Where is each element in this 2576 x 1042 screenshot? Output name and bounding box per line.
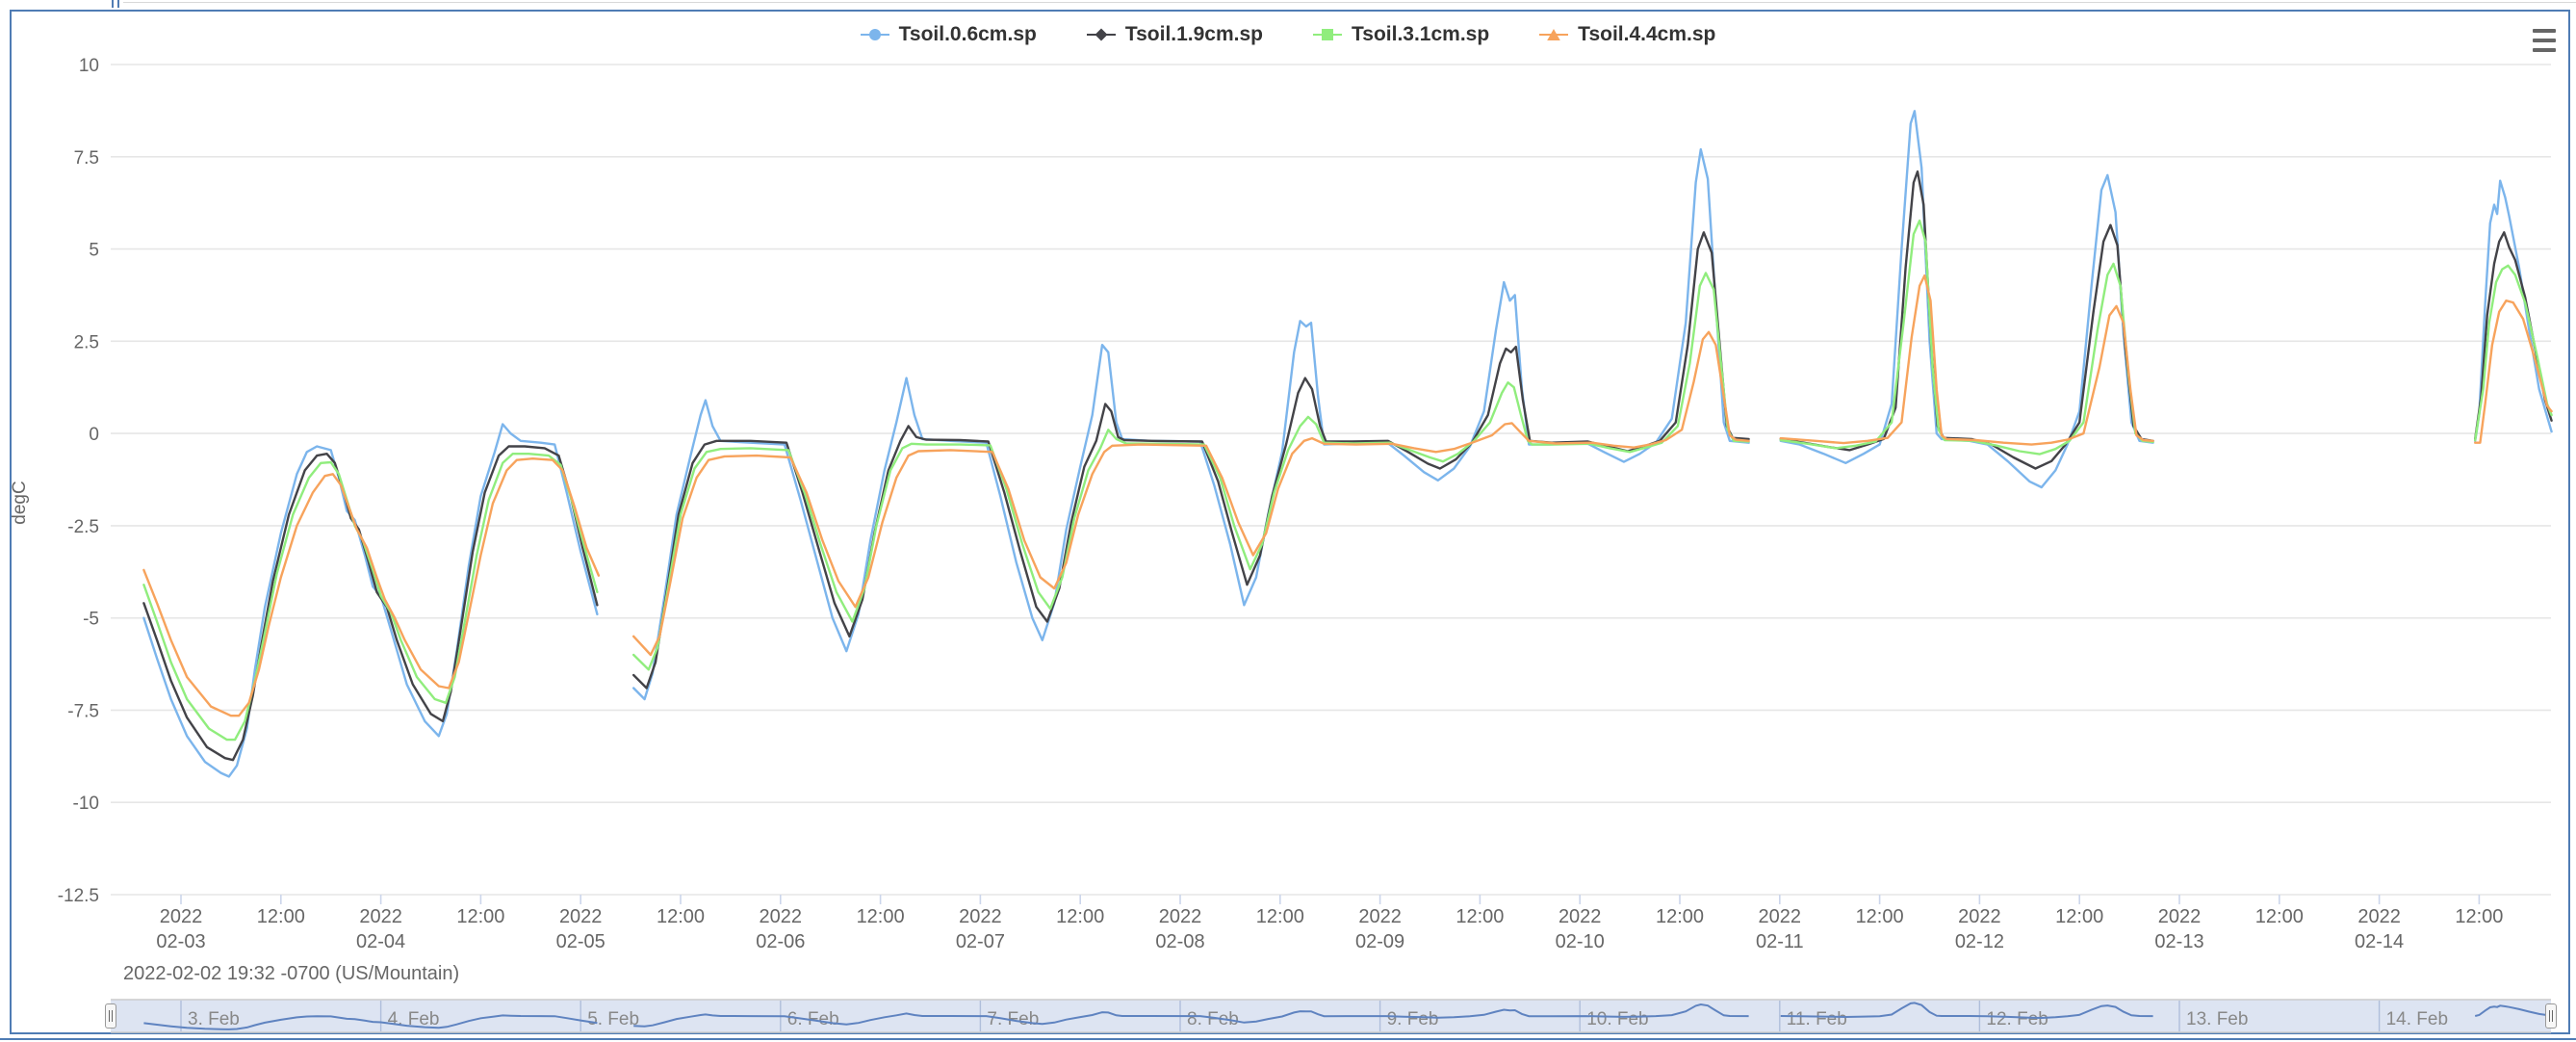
legend-label: Tsoil.4.4cm.sp bbox=[1578, 23, 1716, 45]
legend-label: Tsoil.0.6cm.sp bbox=[898, 23, 1037, 45]
diamond-marker-icon bbox=[1086, 28, 1116, 41]
legend-label: Tsoil.3.1cm.sp bbox=[1352, 23, 1490, 45]
legend-item-Tsoil.3.1cm.sp[interactable]: Tsoil.3.1cm.sp bbox=[1313, 23, 1489, 46]
triangle-marker-icon bbox=[1539, 29, 1569, 40]
legend-label: Tsoil.1.9cm.sp bbox=[1124, 23, 1263, 45]
navigator-right-handle[interactable] bbox=[2545, 1003, 2557, 1029]
range-label: 2022-02-02 19:32 -0700 (US/Mountain) bbox=[123, 963, 460, 984]
navigator[interactable] bbox=[111, 1000, 2551, 1032]
hamburger-icon bbox=[2533, 48, 2556, 52]
legend: Tsoil.0.6cm.sp Tsoil.1.9cm.sp Tsoil.3.1c… bbox=[0, 23, 2576, 46]
hamburger-icon bbox=[2533, 39, 2556, 42]
legend-item-Tsoil.0.6cm.sp[interactable]: Tsoil.0.6cm.sp bbox=[860, 23, 1037, 46]
plot-area[interactable] bbox=[111, 60, 2551, 896]
legend-item-Tsoil.4.4cm.sp[interactable]: Tsoil.4.4cm.sp bbox=[1539, 23, 1715, 46]
circle-marker-icon bbox=[860, 29, 889, 40]
top-divider bbox=[123, 2, 2576, 3]
export-menu-button[interactable] bbox=[2528, 27, 2561, 54]
navigator-left-handle[interactable] bbox=[105, 1003, 116, 1029]
square-marker-icon bbox=[1313, 29, 1342, 40]
legend-item-Tsoil.1.9cm.sp[interactable]: Tsoil.1.9cm.sp bbox=[1086, 23, 1263, 46]
hamburger-icon bbox=[2533, 29, 2556, 33]
page-bottom-border bbox=[0, 1038, 2576, 1040]
top-edge-fragment bbox=[112, 0, 114, 8]
top-edge-fragment bbox=[117, 0, 119, 8]
